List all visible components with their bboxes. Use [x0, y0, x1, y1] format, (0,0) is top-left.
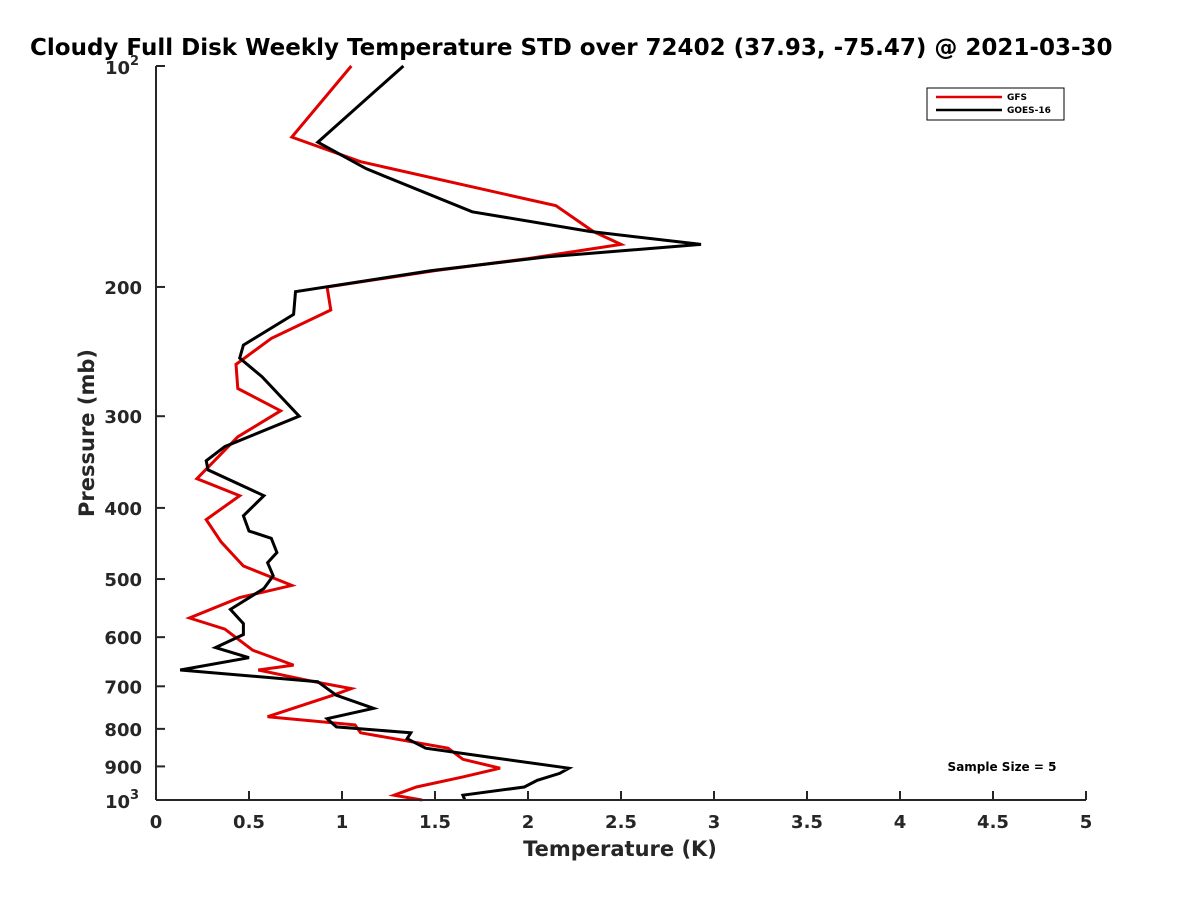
y-tick-label: 10 [105, 58, 130, 79]
x-tick-label: 5 [1080, 812, 1093, 833]
y-axis-label: Pressure (mb) [75, 349, 99, 517]
x-tick-label: 1 [336, 812, 349, 833]
legend: GFS GOES-16 [926, 87, 1065, 121]
y-tick-exponent-wrap: 3 [130, 788, 139, 803]
legend-box [926, 87, 1065, 121]
x-tick-label: 2 [522, 812, 535, 833]
y-axis-line [155, 66, 157, 800]
x-tick-label: 4 [894, 812, 907, 833]
y-tick-label: 10 [105, 792, 130, 813]
x-tick-label: 3.5 [791, 812, 823, 833]
y-tick-exponent: 3 [130, 788, 139, 803]
y-tick-label: 800 [104, 720, 142, 741]
x-axis-label: Temperature (K) [523, 837, 717, 861]
x-axis-ticks: 0 0.5 1 1.5 2 2.5 3 3.5 4 4.5 5 [150, 791, 1093, 833]
y-tick-label: 700 [104, 677, 142, 698]
y-tick-label: 400 [104, 499, 142, 520]
y-tick-exponent-wrap: 2 [130, 54, 139, 69]
y-tick-label: 600 [104, 628, 142, 649]
x-tick-label: 0 [150, 812, 163, 833]
y-tick-label: 200 [104, 278, 142, 299]
sample-size-annotation: Sample Size = 5 [948, 760, 1057, 774]
x-tick-label: 4.5 [977, 812, 1009, 833]
y-tick-label: 300 [104, 407, 142, 428]
y-tick-exponent: 2 [130, 54, 139, 69]
y-tick-label: 500 [104, 570, 142, 591]
x-tick-label: 1.5 [419, 812, 451, 833]
series-layer [179, 64, 702, 802]
chart-title: Cloudy Full Disk Weekly Temperature STD … [30, 35, 1113, 61]
x-tick-label: 2.5 [605, 812, 637, 833]
y-tick-label: 900 [104, 757, 142, 778]
legend-label-gfs: GFS [1007, 93, 1027, 103]
x-tick-label: 0.5 [233, 812, 265, 833]
legend-label-goes16: GOES-16 [1007, 106, 1051, 116]
series-line-goes16 [179, 64, 702, 801]
x-tick-label: 3 [708, 812, 721, 833]
